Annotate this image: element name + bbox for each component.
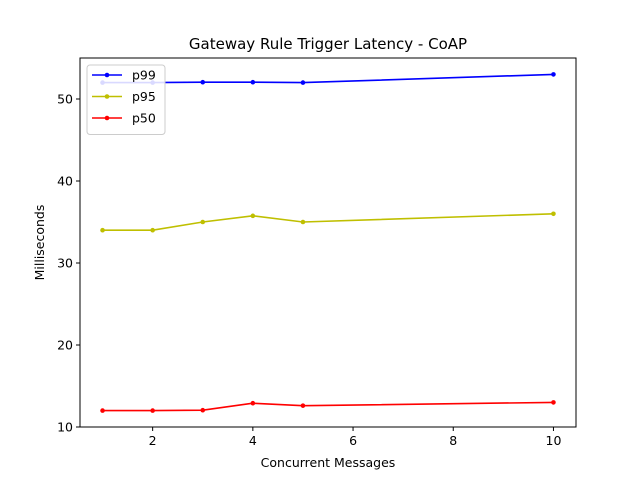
y-tick-label: 50 — [57, 92, 73, 107]
legend-label-p95: p95 — [132, 89, 156, 104]
data-point-p50 — [300, 403, 306, 408]
x-tick-label: 4 — [249, 433, 257, 448]
legend-label-p50: p50 — [132, 111, 156, 126]
legend-marker-p50 — [104, 115, 110, 121]
legend-label-p99: p99 — [132, 68, 156, 83]
series-line-p95 — [102, 213, 554, 231]
axis-ticks: 2 4 6 8 10 10 20 30 40 50 — [57, 92, 561, 449]
legend-marker-p95 — [104, 94, 110, 99]
data-point-p50 — [100, 408, 105, 413]
data-point-p95 — [300, 219, 306, 225]
data-point-p99 — [551, 72, 556, 77]
x-tick-label: 6 — [349, 433, 357, 448]
chart-title: Gateway Rule Trigger Latency - CoAP — [189, 35, 467, 53]
y-tick-label: 10 — [57, 420, 73, 435]
plot-frame — [79, 57, 577, 428]
legend-marker-p99 — [104, 72, 110, 78]
x-tick-label: 10 — [546, 433, 562, 448]
x-axis-label: Concurrent Messages — [261, 455, 396, 470]
data-point-p95 — [200, 219, 206, 225]
data-point-p50 — [150, 408, 155, 413]
data-point-p50 — [250, 400, 256, 406]
series-line-p50 — [102, 401, 554, 412]
y-tick-label: 20 — [57, 338, 73, 353]
x-tick-label: 8 — [449, 433, 457, 448]
data-point-p50 — [200, 407, 206, 413]
data-point-p95 — [250, 213, 256, 219]
data-point-p95 — [150, 227, 155, 233]
y-axis-label: Milliseconds — [32, 205, 47, 281]
data-point-p95 — [551, 211, 556, 217]
data-point-p95 — [100, 227, 105, 233]
data-point-p50 — [551, 400, 556, 405]
y-tick-label: 30 — [57, 256, 73, 271]
data-point-p99 — [300, 80, 306, 85]
series-line-p99 — [102, 73, 554, 84]
legend: p99 p95 p50 — [86, 64, 166, 135]
data-point-p99 — [250, 79, 256, 85]
data-point-p99 — [200, 79, 206, 85]
y-tick-label: 40 — [57, 174, 73, 189]
x-tick-label: 2 — [149, 433, 157, 448]
plot-area — [100, 72, 556, 413]
